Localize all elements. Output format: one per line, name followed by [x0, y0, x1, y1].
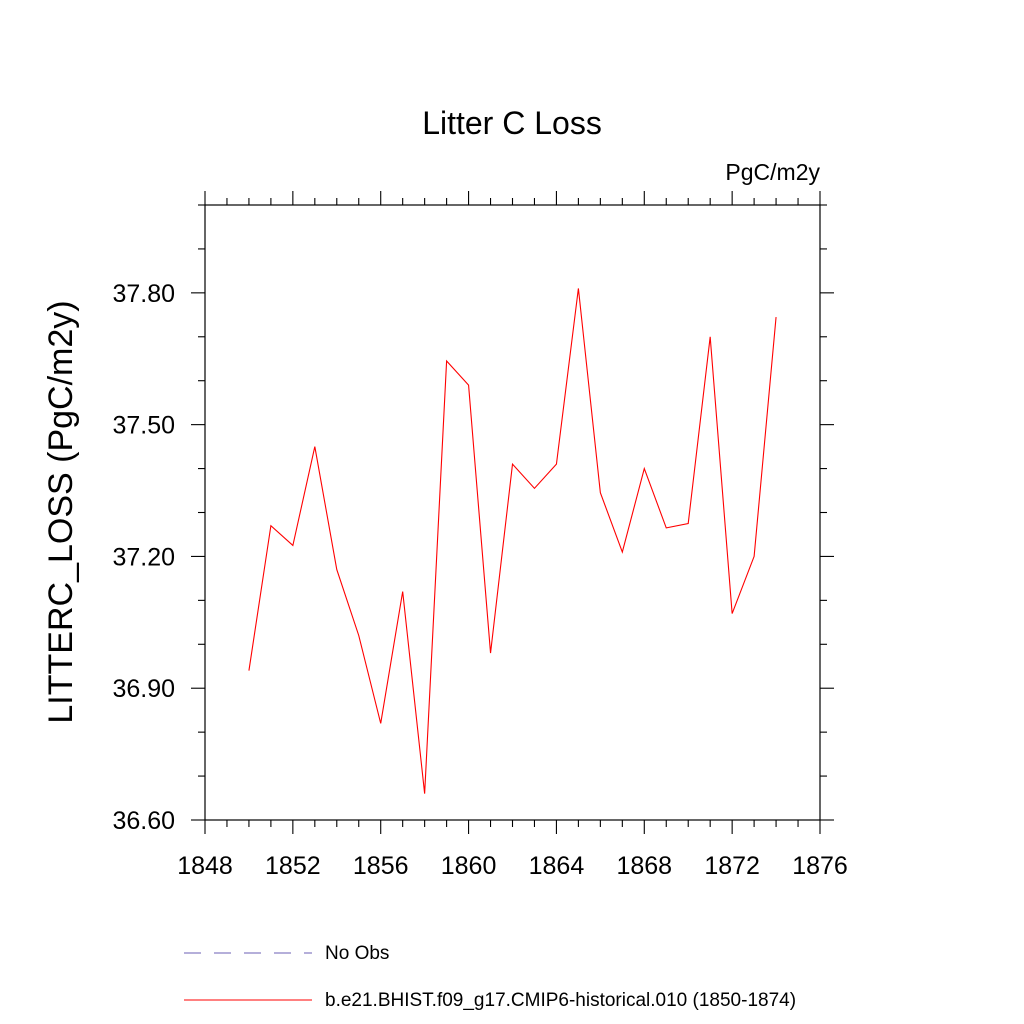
legend-label: b.e21.BHIST.f09_g17.CMIP6-historical.010…: [325, 990, 796, 1011]
y-tick-label: 37.50: [112, 412, 175, 440]
x-tick-label: 1876: [792, 852, 848, 880]
y-tick-label: 37.20: [112, 543, 175, 571]
units-label: PgC/m2y: [725, 159, 820, 185]
x-tick-label: 1848: [177, 852, 233, 880]
x-tick-label: 1852: [265, 852, 321, 880]
x-tick-label: 1860: [441, 852, 497, 880]
series-line: [248, 288, 777, 794]
y-tick-label: 37.80: [112, 280, 175, 308]
legend-label: No Obs: [325, 943, 389, 964]
y-axis: 36.60 36.90 37.20 37.50 37.80: [112, 204, 834, 835]
x-tick-label: 1864: [529, 852, 585, 880]
y-tick-label: 36.90: [112, 675, 175, 703]
chart-title: Litter C Loss: [422, 105, 602, 141]
plot-frame: [204, 204, 821, 821]
x-tick-label: 1856: [353, 852, 409, 880]
y-axis-label: LITTERC_LOSS (PgC/m2y): [42, 300, 80, 723]
x-tick-label: 1868: [616, 852, 672, 880]
x-tick-label: 1872: [704, 852, 760, 880]
series-layer: [248, 288, 777, 794]
legend: No Obs b.e21.BHIST.f09_g17.CMIP6-historic…: [184, 943, 796, 1011]
y-tick-label: 36.60: [112, 807, 175, 835]
x-axis: 1848 1852 1856 1860 1864 1868 1872 1876: [177, 191, 848, 880]
